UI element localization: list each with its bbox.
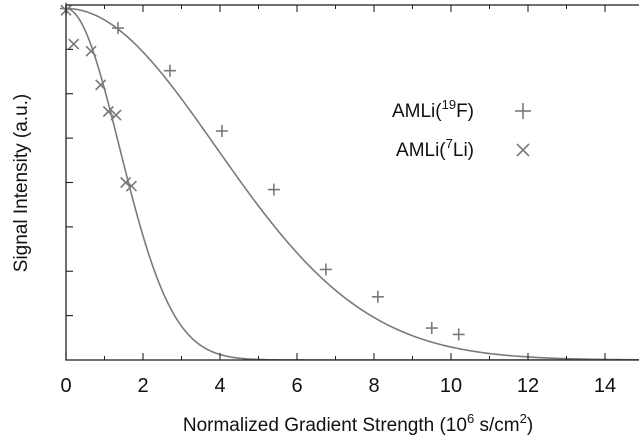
fit-curve: [66, 7, 639, 360]
marker-stroke: [68, 38, 80, 50]
plus-marker: [215, 125, 228, 138]
plus-marker: [319, 263, 332, 276]
cross-marker: [125, 180, 138, 192]
x-tick-label: 0: [60, 375, 71, 397]
x-axis-title-unit: s/cm: [474, 415, 519, 436]
x-tick-label: 6: [291, 375, 302, 397]
legend-label-7li: AMLi(7Li): [396, 136, 474, 161]
marker-stroke: [125, 180, 138, 192]
fit-curves: [66, 7, 639, 360]
cross-marker: [95, 79, 107, 91]
x-tick-label: 14: [594, 375, 616, 397]
plus-marker: [425, 322, 438, 335]
marker-stroke: [120, 176, 132, 189]
marker-stroke: [85, 45, 97, 57]
axis-ticks: [65, 5, 606, 360]
legend-label-19f: AMLi(19F): [392, 97, 474, 122]
cross-marker: [85, 45, 97, 57]
x-axis-title: Normalized Gradient Strength (106 s/cm2): [183, 411, 533, 436]
plus-marker: [111, 22, 124, 35]
plus-marker: [163, 64, 176, 77]
y-axis-title: Signal Intensity (a.u.): [11, 94, 32, 272]
x-axis-title-main: Normalized Gradient Strength (10: [183, 415, 467, 436]
cross-marker: [68, 38, 80, 50]
cross-marker: [120, 176, 132, 189]
x-axis-title-close: ): [527, 415, 533, 436]
x-tick-label: 8: [368, 375, 379, 397]
x-axis-title-unit-exp: 2: [520, 411, 527, 426]
cross-marker: [102, 105, 114, 118]
x-tick-label: 4: [214, 375, 225, 397]
x-tick-label: 2: [137, 375, 148, 397]
plus-marker: [371, 290, 384, 303]
plus-marker: [267, 183, 280, 196]
plus-marker: [452, 328, 465, 341]
x-axis-title-exp: 6: [467, 411, 474, 426]
x-tick-labels: 0 2 4 6 8 10 12 14: [60, 375, 616, 397]
marker-stroke: [102, 105, 114, 118]
plot-frame: [65, 4, 639, 361]
legend-marker-cross: [516, 143, 530, 157]
legend-marker-plus: [515, 103, 531, 119]
marker-stroke: [110, 109, 122, 121]
data-points: [60, 2, 465, 341]
cross-marker: [110, 109, 122, 121]
legend: AMLi(19F) AMLi(7Li): [392, 97, 531, 161]
marker-stroke: [95, 79, 107, 91]
x-tick-label: 12: [517, 375, 539, 397]
fit-curve: [66, 7, 639, 360]
x-tick-label: 10: [440, 375, 462, 397]
